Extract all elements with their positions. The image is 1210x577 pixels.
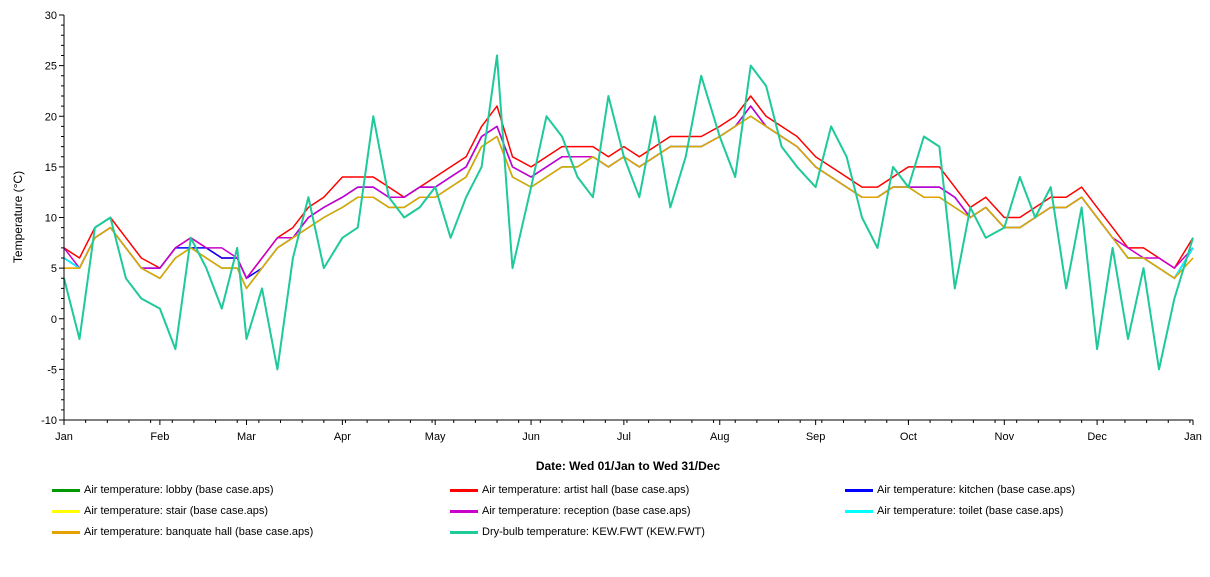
x-tick-label: Apr [334,431,351,443]
x-tick-label: Jun [522,431,540,443]
x-tick-label: Oct [900,431,917,443]
y-tick-label: 5 [51,263,57,275]
x-tick-label: Mar [237,431,256,443]
y-tick-label: 25 [45,61,57,73]
y-tick-label: 0 [51,314,57,326]
axes [63,15,1193,421]
y-tick-label: 10 [45,213,57,225]
x-ticks: Jan Feb Mar Apr May Jun Jul Aug Sep Oct Nov Dec Jan [55,420,1202,443]
x-tick-label: Jul [617,431,631,443]
x-tick-label: Aug [710,431,730,443]
x-tick-label: Jan [1184,431,1202,443]
series-line-7 [63,54,1194,371]
x-tick-label: Feb [150,431,169,443]
y-tick-label: -10 [41,415,57,427]
series-line-4 [63,105,1194,280]
x-tick-label: Jan [55,431,73,443]
x-tick-label: Nov [995,431,1015,443]
y-tick-label: 15 [45,162,57,174]
x-axis-title: Date: Wed 01/Jan to Wed 31/Dec [536,459,721,473]
series-line-2 [63,105,1194,280]
x-tick-label: Dec [1087,431,1107,443]
x-tick-label: May [425,431,446,443]
series-lines [63,54,1194,371]
x-tick-label: Sep [806,431,826,443]
y-tick-label: 20 [45,111,57,123]
y-ticks: -10 -5 0 5 10 15 20 25 30 [41,10,64,427]
y-tick-label: -5 [47,364,57,376]
y-axis-title: Temperature (°C) [11,171,25,263]
y-tick-label: 30 [45,10,57,22]
